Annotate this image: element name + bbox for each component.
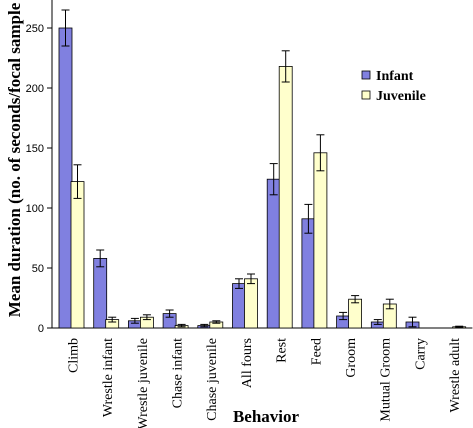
- legend-item-juvenile: Juvenile: [361, 89, 426, 104]
- category-label: Feed: [309, 338, 324, 365]
- y-tick-label: 150: [26, 143, 44, 155]
- y-tick-label: 0: [38, 323, 44, 335]
- category-label: Wrestle adult: [448, 338, 463, 413]
- bar-infant-5: [232, 283, 246, 329]
- bar-infant-1: [93, 257, 108, 329]
- category-label: Wrestle infant: [101, 338, 116, 417]
- category-label: Chase juvenile: [205, 338, 220, 421]
- error-bar-infant-2: [130, 317, 139, 324]
- legend-label: Juvenile: [376, 89, 426, 104]
- category-label: Wrestle juvenile: [136, 338, 151, 428]
- error-bar-juvenile-11: [455, 325, 464, 328]
- category-label: Groom: [344, 338, 359, 378]
- y-tick-label: 100: [26, 203, 44, 215]
- error-bar-juvenile-2: [142, 314, 151, 321]
- error-bar-infant-6: [269, 163, 278, 196]
- category-labels: Climb Wrestle infant Wrestle juvenile Chase…: [66, 338, 463, 428]
- legend-swatch: [361, 70, 371, 80]
- error-bar-infant-7: [304, 203, 313, 234]
- y-tick-label: 200: [26, 83, 44, 95]
- x-axis-title: Behavior: [233, 407, 300, 426]
- y-tick-label: 50: [32, 263, 44, 275]
- legend-swatch: [361, 90, 371, 100]
- error-bar-juvenile-3: [177, 323, 186, 328]
- bar-juvenile-7: [313, 152, 328, 329]
- bar-infant-6: [266, 178, 281, 329]
- category-label: Mutual Groom: [379, 338, 394, 422]
- category-label: Chase infant: [170, 338, 185, 408]
- category-label: Climb: [66, 338, 81, 373]
- legend-label: Infant: [376, 69, 414, 84]
- error-bar-juvenile-0: [73, 164, 82, 199]
- error-bar-infant-9: [373, 319, 382, 325]
- legend: Infant Juvenile: [361, 69, 426, 104]
- bar-juvenile-5: [244, 278, 258, 329]
- y-axis-title: Mean duration (no. of seconds/focal samp…: [5, 2, 24, 317]
- category-label: All fours: [240, 338, 255, 388]
- bar-infant-0: [58, 27, 73, 329]
- error-bar-infant-5: [235, 278, 243, 289]
- error-bar-juvenile-5: [247, 273, 255, 285]
- error-bar-juvenile-4: [212, 320, 221, 324]
- bar-juvenile-0: [70, 181, 85, 329]
- error-bar-infant-3: [165, 309, 174, 318]
- bar-juvenile-6: [278, 66, 293, 329]
- error-bar-juvenile-1: [108, 316, 117, 323]
- y-tick-label: 250: [26, 23, 44, 35]
- error-bars: [61, 9, 464, 328]
- error-bar-juvenile-8: [351, 295, 360, 304]
- category-label: Rest: [275, 338, 290, 363]
- bar-juvenile-8: [348, 298, 363, 329]
- error-bar-infant-0: [61, 9, 70, 47]
- y-axis: 0 50 100 150 200 250: [26, 0, 53, 335]
- error-bar-juvenile-7: [316, 134, 325, 172]
- error-bar-juvenile-9: [385, 298, 394, 310]
- error-bar-infant-4: [200, 323, 209, 328]
- error-bar-infant-8: [339, 311, 348, 321]
- error-bar-juvenile-6: [281, 50, 290, 83]
- error-bar-infant-10: [408, 316, 417, 328]
- category-label: Carry: [413, 338, 428, 370]
- error-bar-infant-1: [96, 249, 105, 268]
- legend-item-infant: Infant: [361, 69, 414, 84]
- bar-infant-7: [301, 218, 316, 329]
